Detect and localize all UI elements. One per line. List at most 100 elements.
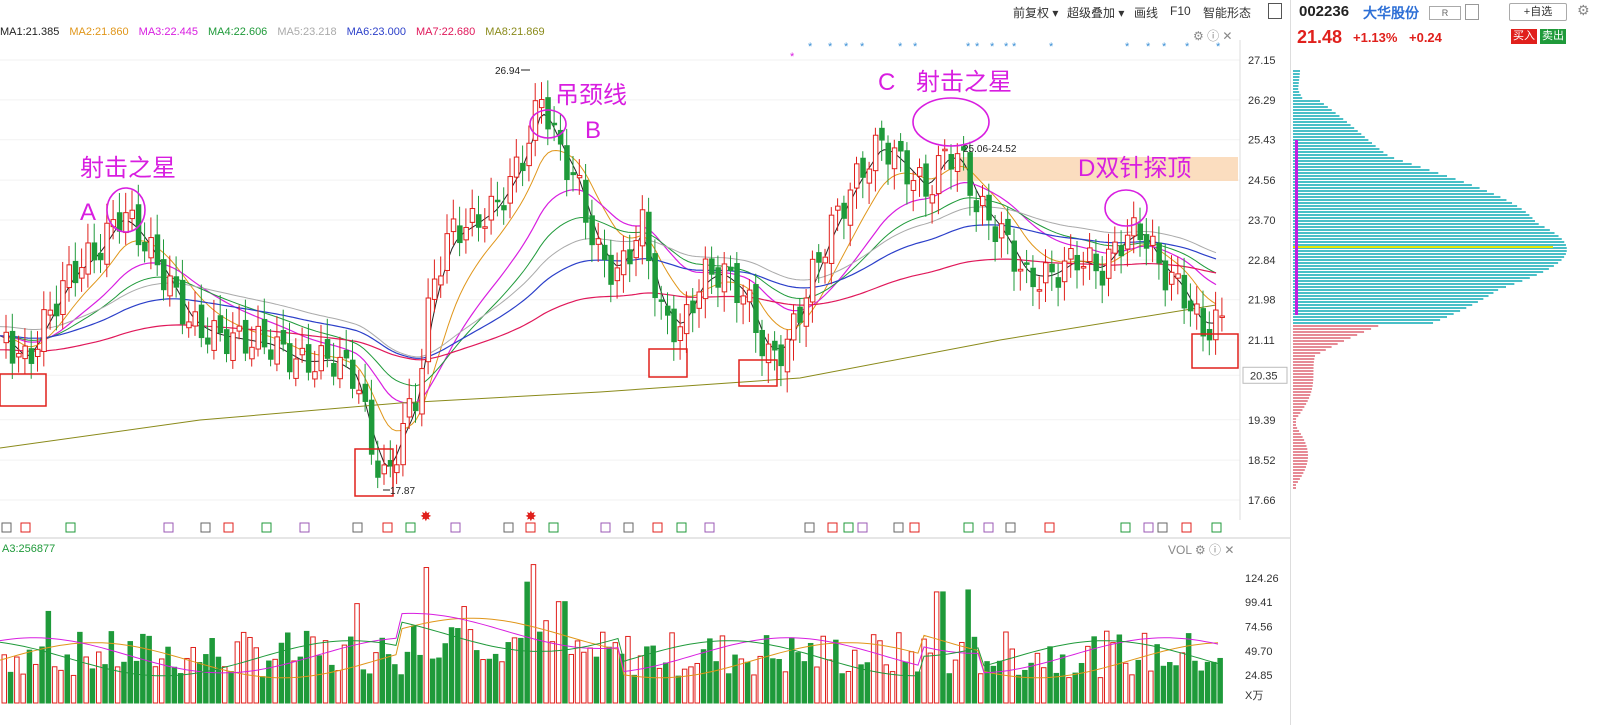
annotation-c-text: 射击之星 — [916, 69, 1012, 96]
smart-pattern-button[interactable]: 智能形态 — [1203, 6, 1252, 20]
candle-body — [299, 347, 306, 356]
ma-legend-item: MA1:21.385 — [0, 26, 60, 38]
event-marker-icon — [983, 522, 994, 533]
candle-body — [627, 249, 633, 265]
candle-body — [419, 368, 425, 415]
event-marker-icon — [623, 522, 634, 533]
volume-bar — [587, 647, 593, 704]
profile-bar — [1293, 310, 1461, 312]
event-marker-icon — [1143, 522, 1154, 533]
candle-body — [1219, 315, 1225, 318]
volume-bar — [310, 636, 316, 704]
volume-bar — [96, 651, 102, 704]
candle-body — [1112, 241, 1118, 254]
vol-panel-controls[interactable]: ⚙ ⓘ ✕ — [1194, 543, 1235, 557]
signal-star-icon: * — [1185, 41, 1190, 53]
volume-bar — [411, 625, 417, 704]
profile-range-bar — [1295, 140, 1298, 315]
ma-legend-item: MA6:23.000 — [346, 26, 406, 38]
draw-line-button[interactable]: 画线 — [1134, 6, 1159, 20]
profile-bar — [1293, 142, 1372, 144]
volume-bar — [1085, 645, 1091, 704]
profile-bar — [1293, 124, 1351, 126]
candle-body — [1181, 274, 1188, 309]
profile-bar — [1293, 379, 1314, 381]
candle-body — [1080, 266, 1087, 269]
candle-body — [841, 202, 847, 219]
profile-bar — [1293, 463, 1307, 465]
profile-bar — [1293, 271, 1544, 273]
profile-bar — [1293, 241, 1565, 243]
profile-bar — [1293, 322, 1434, 324]
candle-body — [280, 330, 287, 345]
restore-right-dropdown[interactable]: 前复权 ▾ — [1013, 6, 1059, 20]
profile-bar — [1293, 145, 1376, 147]
panel-toggle-icon[interactable] — [1268, 3, 1282, 19]
volume-bar — [1041, 667, 1047, 704]
volume-bar — [114, 666, 121, 704]
kline-chart[interactable]: 27.15 26.29 25.43 24.56 23.70 22.84 21.98 21.11… — [0, 0, 1290, 725]
add-watchlist-button[interactable]: +自选 — [1509, 3, 1567, 21]
ma-legend-item: MA8:21.869 — [485, 26, 545, 38]
volume-bar — [417, 654, 423, 704]
profile-bar — [1293, 187, 1480, 189]
lock-icon[interactable] — [1465, 4, 1479, 20]
f10-button[interactable]: F10 — [1170, 4, 1191, 18]
volume-bar — [177, 673, 184, 704]
candle-body — [1175, 273, 1181, 279]
stock-name[interactable]: 大华股份 — [1363, 5, 1419, 21]
profile-bar — [1293, 73, 1300, 75]
sell-button[interactable]: 卖出 — [1540, 29, 1566, 44]
vol-title: VOL — [1168, 543, 1192, 557]
red-highlight-box — [0, 373, 47, 407]
volume-bar — [196, 662, 203, 704]
candle-body — [564, 145, 570, 181]
profile-bar — [1293, 469, 1305, 471]
signal-star-icon: * — [808, 41, 813, 53]
candle-body — [602, 244, 608, 261]
profile-bar — [1293, 127, 1355, 129]
change-percent: +1.13% — [1353, 30, 1398, 45]
profile-bar — [1293, 205, 1518, 207]
price-tag-box — [1242, 366, 1288, 384]
volume-bar — [26, 649, 33, 704]
super-overlay-dropdown[interactable]: 超级叠加 ▾ — [1067, 6, 1125, 20]
ma-line — [0, 224, 1217, 359]
volume-bar — [467, 629, 474, 704]
candle-body — [753, 284, 759, 333]
candle-body — [507, 176, 513, 204]
profile-bar — [1293, 109, 1332, 111]
volume-bar — [581, 651, 587, 704]
event-marker-icon — [525, 522, 536, 533]
volume-bar — [152, 666, 159, 704]
candle-body — [123, 212, 129, 234]
chart-panel-controls[interactable]: ⚙ ⓘ ✕ — [1193, 29, 1233, 43]
profile-bar — [1293, 259, 1562, 261]
settings-icon[interactable]: ⚙ — [1577, 2, 1590, 18]
volume-bar — [637, 655, 644, 704]
range-price-label: 25.06-24.52 — [963, 144, 1017, 155]
volume-bar — [1047, 646, 1053, 704]
candle-body — [400, 422, 406, 466]
volume-bar — [518, 637, 524, 704]
buy-button[interactable]: 买入 — [1511, 29, 1537, 44]
volume-bar — [1204, 661, 1211, 704]
profile-bar — [1293, 112, 1336, 114]
event-marker-icon — [600, 522, 611, 533]
profile-bar — [1293, 280, 1523, 282]
candle-body — [324, 339, 331, 359]
event-marker-icon — [857, 522, 868, 533]
event-marker-icon — [20, 522, 31, 533]
volume-bar — [713, 661, 719, 704]
profile-bar — [1293, 298, 1484, 300]
chart-annotations: 射击之星 A 吊颈线 B C 射击之星 D双针探顶 26.94 17.87 25.06-24.52 — [80, 66, 1191, 497]
volume-bar — [908, 651, 915, 704]
volume-bar — [486, 658, 493, 704]
profile-bar — [1293, 193, 1494, 195]
volume-bar — [385, 654, 392, 704]
event-marker-icon — [261, 522, 272, 533]
profile-bar — [1293, 457, 1308, 459]
volume-bar — [537, 631, 543, 704]
profile-bar — [1293, 139, 1369, 141]
volume-bar — [543, 620, 549, 704]
